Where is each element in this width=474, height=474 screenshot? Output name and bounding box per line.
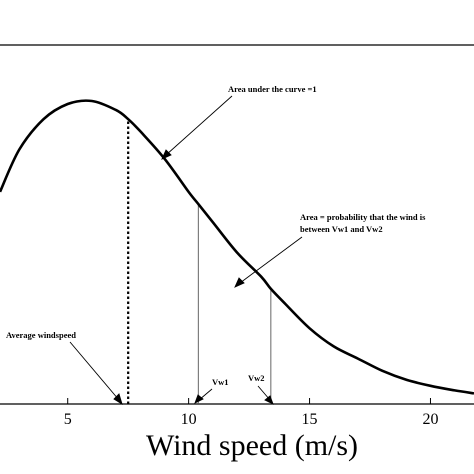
area-prob-arrow [239,236,303,284]
area-prob-label-line2: between Vw1 and Vw2 [300,224,383,234]
wind-speed-pdf-curve [0,99,474,395]
x-axis-label: Wind speed (m/s) [146,429,358,462]
x-tick-label: 5 [64,411,72,428]
vw1-label: Vw1 [212,377,229,387]
average-arrowhead [113,393,123,406]
area-total-arrow [165,95,233,156]
vw2-arrowhead [264,395,274,405]
area-prob-label-line1: Area = probability that the wind is [300,212,426,222]
area-total-label: Area under the curve =1 [228,84,317,94]
average-arrow [69,341,120,401]
vw2-label: Vw2 [248,373,265,383]
x-tick-label: 15 [302,411,318,428]
average-windspeed-label: Average windspeed [6,330,76,340]
x-tick-label: 20 [422,411,438,428]
area-total-arrowhead [161,149,172,160]
vw1-arrowhead [194,394,204,404]
area-prob-arrowhead [234,277,245,288]
x-tick-label: 10 [181,411,197,428]
